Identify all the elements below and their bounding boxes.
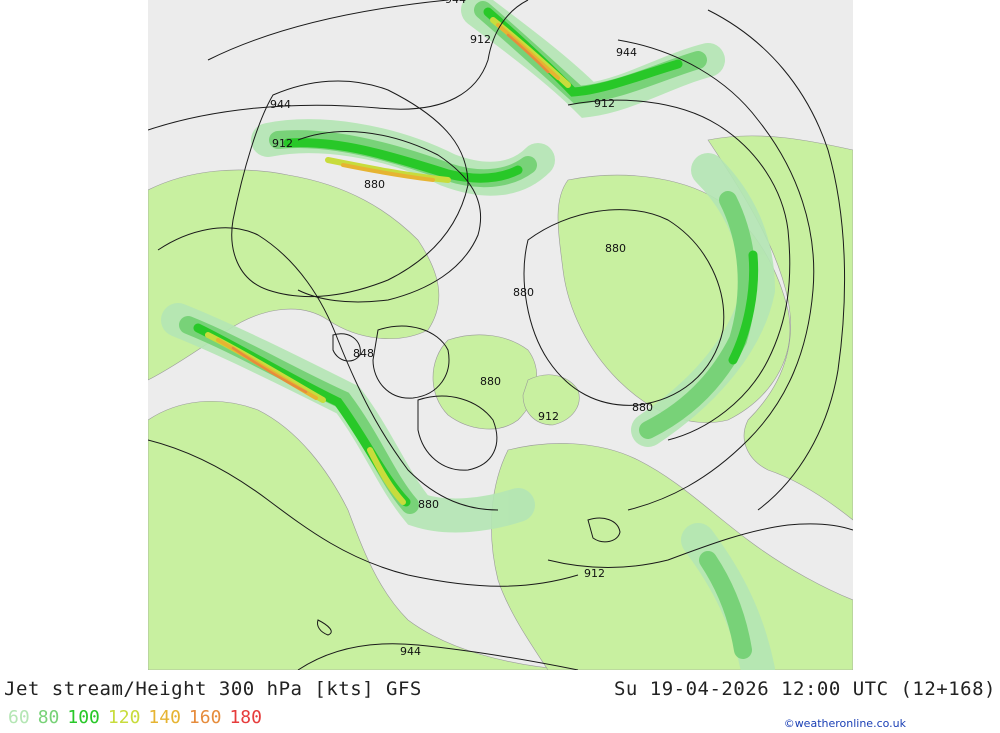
contour-label: 944 — [445, 0, 466, 6]
contour-label: 848 — [353, 347, 374, 360]
legend-item: 140 — [148, 707, 181, 728]
weather-map: 944 912 944 912 944 912 880 880 880 848 … — [148, 0, 853, 670]
jet-stream-bands — [161, 0, 776, 670]
legend-item: 160 — [188, 707, 222, 728]
contour-label: 944 — [270, 98, 291, 111]
legend-item: 180 — [229, 707, 262, 728]
height-contours — [148, 0, 853, 670]
credit-link[interactable]: ©weatheronline.co.uk — [783, 717, 906, 730]
map-canvas: 944 912 944 912 944 912 880 880 880 848 … — [148, 0, 853, 670]
map-title: Jet stream/Height 300 hPa [kts] GFS — [4, 678, 422, 700]
contour-label: 880 — [480, 375, 501, 388]
contour-label: 912 — [272, 137, 293, 150]
legend-item: 100 — [67, 707, 100, 728]
legend-item: 60 — [8, 707, 30, 728]
contour-label: 912 — [538, 410, 559, 423]
legend-item: 80 — [37, 707, 60, 728]
contour-labels: 944 912 944 912 944 912 880 880 880 848 … — [270, 0, 653, 658]
legend-item: 120 — [107, 707, 141, 728]
contour-label: 944 — [616, 46, 637, 59]
contour-label: 912 — [594, 97, 615, 110]
contour-label: 880 — [632, 401, 653, 414]
contour-label: 880 — [513, 286, 534, 299]
contour-label: 880 — [364, 178, 385, 191]
contour-label: 912 — [470, 33, 491, 46]
contour-label: 944 — [400, 645, 421, 658]
contour-label: 880 — [418, 498, 439, 511]
valid-time: Su 19-04-2026 12:00 UTC (12+168) — [613, 678, 996, 700]
wind-speed-legend: 60 80 100 120 140 160 180 — [8, 707, 270, 728]
contour-label: 880 — [605, 242, 626, 255]
contour-label: 912 — [584, 567, 605, 580]
